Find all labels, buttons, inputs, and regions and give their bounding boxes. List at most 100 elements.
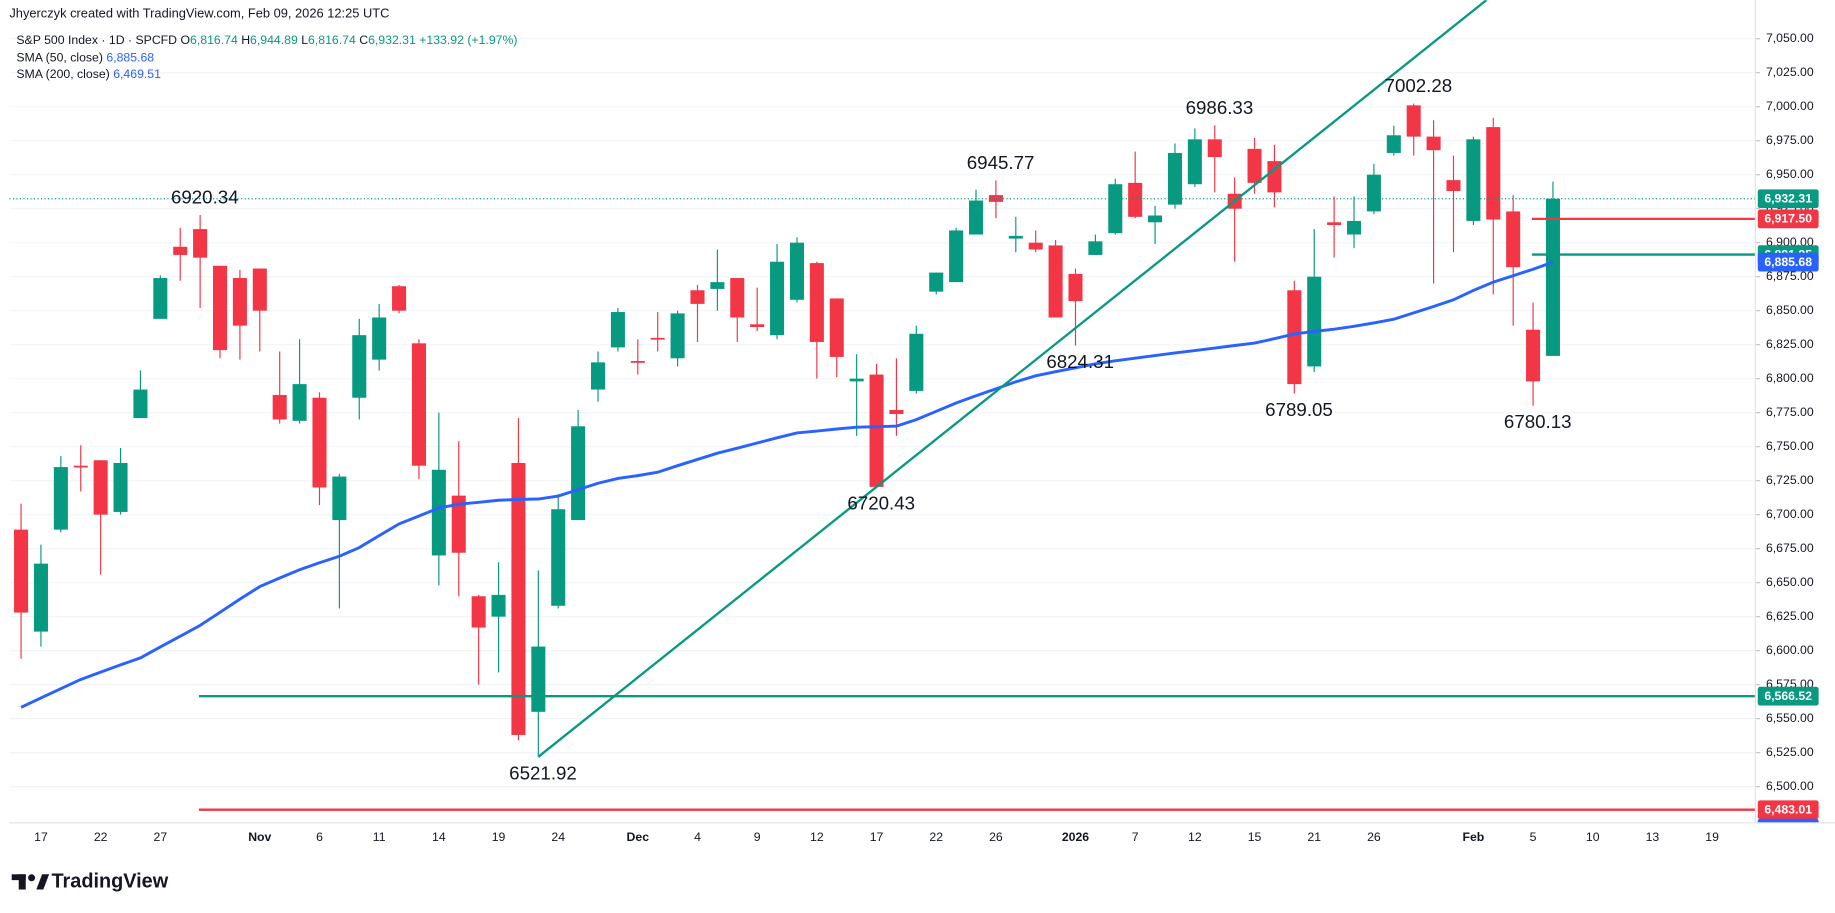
candle-body <box>531 646 546 712</box>
candle-body <box>232 278 247 326</box>
legend-ohlc: S&P 500 Index · 1D · SPCFD O6,816.74 H6,… <box>16 33 517 47</box>
x-tick-label: 2026 <box>1062 830 1089 844</box>
x-tick-label: 4 <box>694 830 701 844</box>
candle-body <box>929 272 944 292</box>
legend-indicator: SMA (200, close) 6,469.51 <box>16 67 161 81</box>
y-tick-label: 7,000.00 <box>1766 99 1814 113</box>
y-tick-label: 6,650.00 <box>1766 575 1814 589</box>
x-tick-label: 24 <box>551 830 565 844</box>
candle-body <box>1545 198 1560 356</box>
y-tick-label: 7,025.00 <box>1766 65 1814 79</box>
price-label-box <box>1757 800 1819 820</box>
candle-body <box>1346 220 1362 235</box>
y-tick-label: 6,950.00 <box>1766 167 1814 181</box>
indicator-value: 6,885.68 <box>106 51 154 65</box>
price-label: 6,566.52 <box>1764 689 1812 703</box>
candle-body <box>1366 174 1381 212</box>
x-tick-label: 17 <box>34 830 48 844</box>
candle-body <box>571 426 586 521</box>
price-label: 6,483.01 <box>1764 803 1812 817</box>
candle-body <box>968 200 984 235</box>
x-tick-label: 27 <box>154 830 168 844</box>
price-labels: 6,932.316,917.506,891.256,885.686,566.52… <box>1757 189 1819 823</box>
y-tick-label: 6,975.00 <box>1766 133 1814 147</box>
candle-body <box>551 509 566 606</box>
candle-body <box>1486 127 1501 220</box>
candle-body <box>292 384 307 421</box>
candle-body <box>53 467 68 530</box>
candle-body <box>1148 215 1163 223</box>
candle-body <box>730 278 745 318</box>
candle-body <box>511 462 526 735</box>
candle-body <box>133 389 148 419</box>
candle-body <box>153 278 168 319</box>
price-label: 6,932.31 <box>1764 192 1812 206</box>
x-tick-label: 15 <box>1248 830 1262 844</box>
candle-body <box>909 333 924 391</box>
logo-icon <box>36 874 50 890</box>
candle-body <box>212 265 228 351</box>
ohlc-key: O <box>180 33 190 47</box>
candle-body <box>610 312 625 348</box>
candle-body <box>1406 105 1421 137</box>
candle-body <box>332 476 347 521</box>
created-by: Jhyerczyk created with TradingView.com, … <box>9 6 389 21</box>
x-tick-label: 13 <box>1646 830 1660 844</box>
x-tick-label: 12 <box>810 830 824 844</box>
candle-body <box>1307 276 1322 367</box>
plot-area: 6920.34 6945.77 6986.33 7002.28 6521.92 6720.… <box>9 0 1756 811</box>
candle-body <box>690 290 705 304</box>
annotation: 6720.43 <box>847 492 915 513</box>
annotation: 6780.13 <box>1504 411 1572 432</box>
candle-body <box>14 529 29 613</box>
annotation: 6945.77 <box>967 152 1035 173</box>
candle-body <box>1048 245 1063 318</box>
candle-body <box>193 229 208 258</box>
candle-body <box>590 362 606 390</box>
x-tick-label: 12 <box>1188 830 1202 844</box>
logo-icon <box>28 874 36 882</box>
candle-body <box>113 462 128 512</box>
logo-icon <box>18 874 26 890</box>
ohlc-value: 6,816.74 <box>308 33 356 47</box>
y-tick-label: 6,750.00 <box>1766 439 1814 453</box>
candle-body <box>392 286 407 311</box>
candle-body <box>33 563 48 632</box>
candle-body <box>1167 152 1182 205</box>
candle-body <box>869 374 884 487</box>
ohlc-value: 6,816.74 <box>190 33 238 47</box>
ohlc-value: 6,932.31 <box>368 33 416 47</box>
price-label-box <box>1757 189 1819 209</box>
annotation: 6920.34 <box>171 187 239 208</box>
y-tick-label: 6,525.00 <box>1766 745 1814 759</box>
ohlc-key: L <box>301 33 308 47</box>
x-tick-label: 26 <box>989 830 1003 844</box>
candle-body <box>1446 180 1461 192</box>
candle-body <box>1386 135 1401 153</box>
ohlc-value: 6,944.89 <box>250 33 298 47</box>
sma-line <box>20 260 1554 709</box>
y-tick-label: 6,700.00 <box>1766 507 1814 521</box>
price-label: 6,885.68 <box>1764 255 1812 269</box>
annotation: 6789.05 <box>1265 399 1333 420</box>
logo-text: TradingView <box>51 871 168 893</box>
candle-body <box>1506 211 1521 268</box>
x-tick-label: 21 <box>1307 830 1321 844</box>
y-tick-label: 6,500.00 <box>1766 779 1814 793</box>
time-axis: 17 22 27 Nov 6 11 14 19 24 Dec 4 9 12 17 22 26 2026 7 12 15… <box>34 830 1719 844</box>
candle-body <box>1426 136 1441 151</box>
candle-body <box>411 343 426 466</box>
candle-body <box>829 298 844 357</box>
candle-body <box>889 409 904 415</box>
candle-body <box>73 465 88 468</box>
x-tick-label: 19 <box>492 830 506 844</box>
candle-body <box>789 242 804 300</box>
candle-body <box>451 495 466 553</box>
y-tick-label: 6,725.00 <box>1766 473 1814 487</box>
y-tick-label: 6,550.00 <box>1766 711 1814 725</box>
candle-body <box>352 335 367 398</box>
candle-body <box>173 246 188 255</box>
candle-body <box>1207 139 1222 158</box>
x-tick-label: Feb <box>1462 830 1484 844</box>
